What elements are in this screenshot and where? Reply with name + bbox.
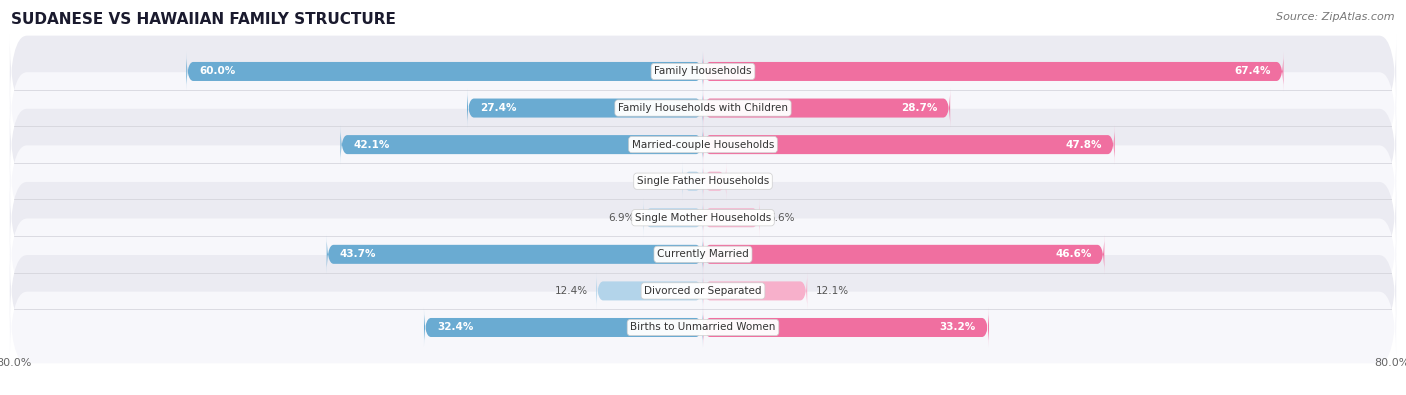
Text: Births to Unmarried Women: Births to Unmarried Women bbox=[630, 322, 776, 333]
Text: Single Mother Households: Single Mother Households bbox=[636, 213, 770, 223]
FancyBboxPatch shape bbox=[340, 125, 703, 164]
FancyBboxPatch shape bbox=[682, 162, 703, 201]
Text: 28.7%: 28.7% bbox=[901, 103, 938, 113]
FancyBboxPatch shape bbox=[703, 235, 1104, 274]
Text: Single Father Households: Single Father Households bbox=[637, 176, 769, 186]
FancyBboxPatch shape bbox=[703, 162, 727, 201]
FancyBboxPatch shape bbox=[10, 107, 1396, 182]
Text: 67.4%: 67.4% bbox=[1234, 66, 1271, 77]
FancyBboxPatch shape bbox=[425, 308, 703, 347]
FancyBboxPatch shape bbox=[10, 34, 1396, 109]
Text: 43.7%: 43.7% bbox=[340, 249, 375, 260]
Text: 6.6%: 6.6% bbox=[769, 213, 794, 223]
FancyBboxPatch shape bbox=[326, 235, 703, 274]
FancyBboxPatch shape bbox=[703, 308, 988, 347]
FancyBboxPatch shape bbox=[596, 271, 703, 310]
Text: Divorced or Separated: Divorced or Separated bbox=[644, 286, 762, 296]
Text: Source: ZipAtlas.com: Source: ZipAtlas.com bbox=[1277, 12, 1395, 22]
Text: Married-couple Households: Married-couple Households bbox=[631, 139, 775, 150]
Text: Currently Married: Currently Married bbox=[657, 249, 749, 260]
Text: 12.1%: 12.1% bbox=[815, 286, 849, 296]
Text: 47.8%: 47.8% bbox=[1066, 139, 1102, 150]
Text: 46.6%: 46.6% bbox=[1054, 249, 1091, 260]
Text: 2.4%: 2.4% bbox=[647, 176, 673, 186]
FancyBboxPatch shape bbox=[467, 88, 703, 128]
FancyBboxPatch shape bbox=[703, 271, 807, 310]
Text: Family Households: Family Households bbox=[654, 66, 752, 77]
Text: 2.7%: 2.7% bbox=[735, 176, 762, 186]
FancyBboxPatch shape bbox=[703, 198, 759, 237]
Text: 6.9%: 6.9% bbox=[609, 213, 636, 223]
Text: 12.4%: 12.4% bbox=[554, 286, 588, 296]
FancyBboxPatch shape bbox=[10, 71, 1396, 145]
FancyBboxPatch shape bbox=[644, 198, 703, 237]
Text: 27.4%: 27.4% bbox=[479, 103, 516, 113]
Text: Family Households with Children: Family Households with Children bbox=[619, 103, 787, 113]
Text: SUDANESE VS HAWAIIAN FAMILY STRUCTURE: SUDANESE VS HAWAIIAN FAMILY STRUCTURE bbox=[11, 12, 396, 27]
FancyBboxPatch shape bbox=[10, 290, 1396, 365]
FancyBboxPatch shape bbox=[703, 52, 1284, 91]
FancyBboxPatch shape bbox=[10, 144, 1396, 218]
FancyBboxPatch shape bbox=[703, 125, 1115, 164]
Text: 60.0%: 60.0% bbox=[200, 66, 235, 77]
Text: 32.4%: 32.4% bbox=[437, 322, 474, 333]
Text: 42.1%: 42.1% bbox=[353, 139, 389, 150]
FancyBboxPatch shape bbox=[186, 52, 703, 91]
FancyBboxPatch shape bbox=[10, 217, 1396, 292]
Text: 33.2%: 33.2% bbox=[939, 322, 976, 333]
FancyBboxPatch shape bbox=[10, 254, 1396, 328]
FancyBboxPatch shape bbox=[10, 181, 1396, 255]
FancyBboxPatch shape bbox=[703, 88, 950, 128]
